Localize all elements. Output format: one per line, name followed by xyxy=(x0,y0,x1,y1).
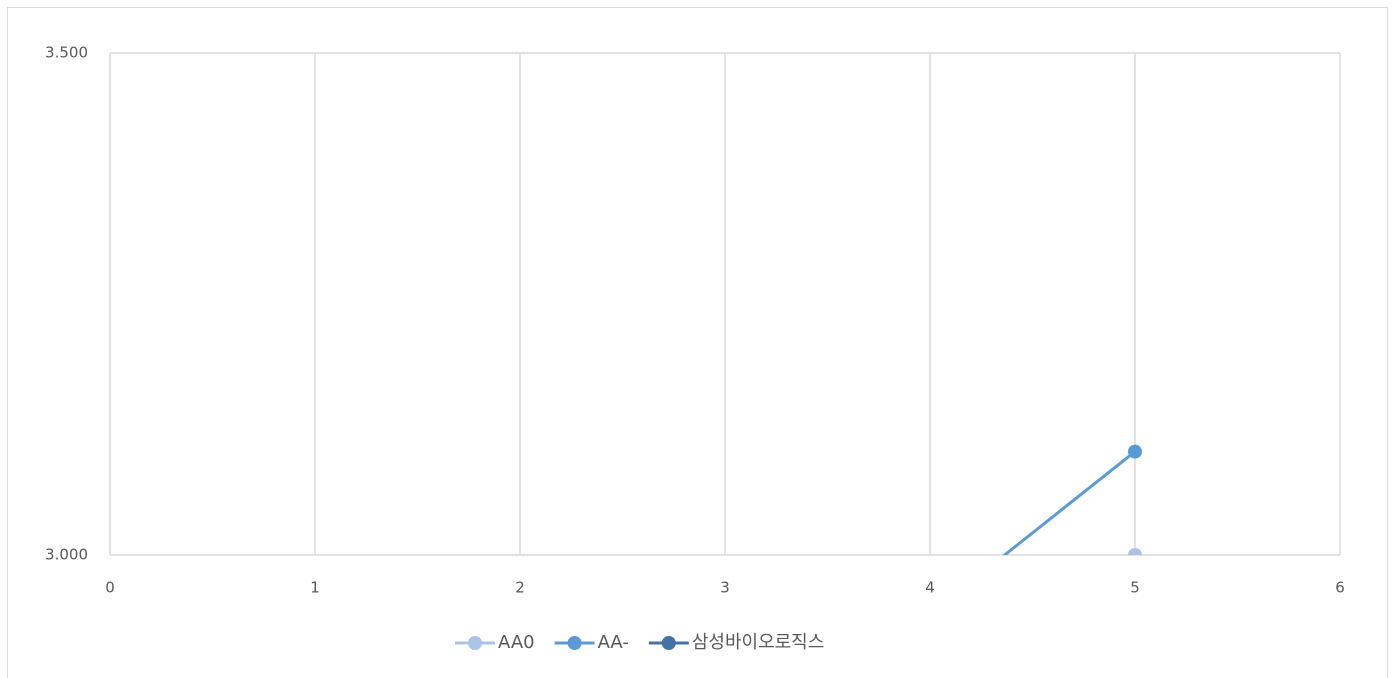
legend-marker xyxy=(661,636,676,650)
chart-border xyxy=(7,7,1388,678)
series-line xyxy=(1002,450,1136,555)
data-point xyxy=(1128,444,1142,459)
data-point xyxy=(1128,548,1142,555)
legend-label: 삼성바이오로직스 xyxy=(692,632,824,653)
x-tick-label: 2 xyxy=(515,579,525,597)
legend-label: AA0 xyxy=(498,632,535,653)
x-tick-label: 3 xyxy=(720,579,730,597)
x-tick-label: 4 xyxy=(925,579,935,597)
y-tick-label: 3.500 xyxy=(45,44,88,62)
legend-marker xyxy=(567,636,582,650)
x-tick-label: 1 xyxy=(310,579,320,597)
x-tick-label: 5 xyxy=(1130,579,1140,597)
legend-label: AA- xyxy=(598,632,629,653)
y-tick-label: 3.000 xyxy=(45,546,88,564)
legend-marker xyxy=(468,636,482,650)
x-tick-label: 6 xyxy=(1335,579,1345,597)
x-tick-label: 0 xyxy=(105,579,115,597)
